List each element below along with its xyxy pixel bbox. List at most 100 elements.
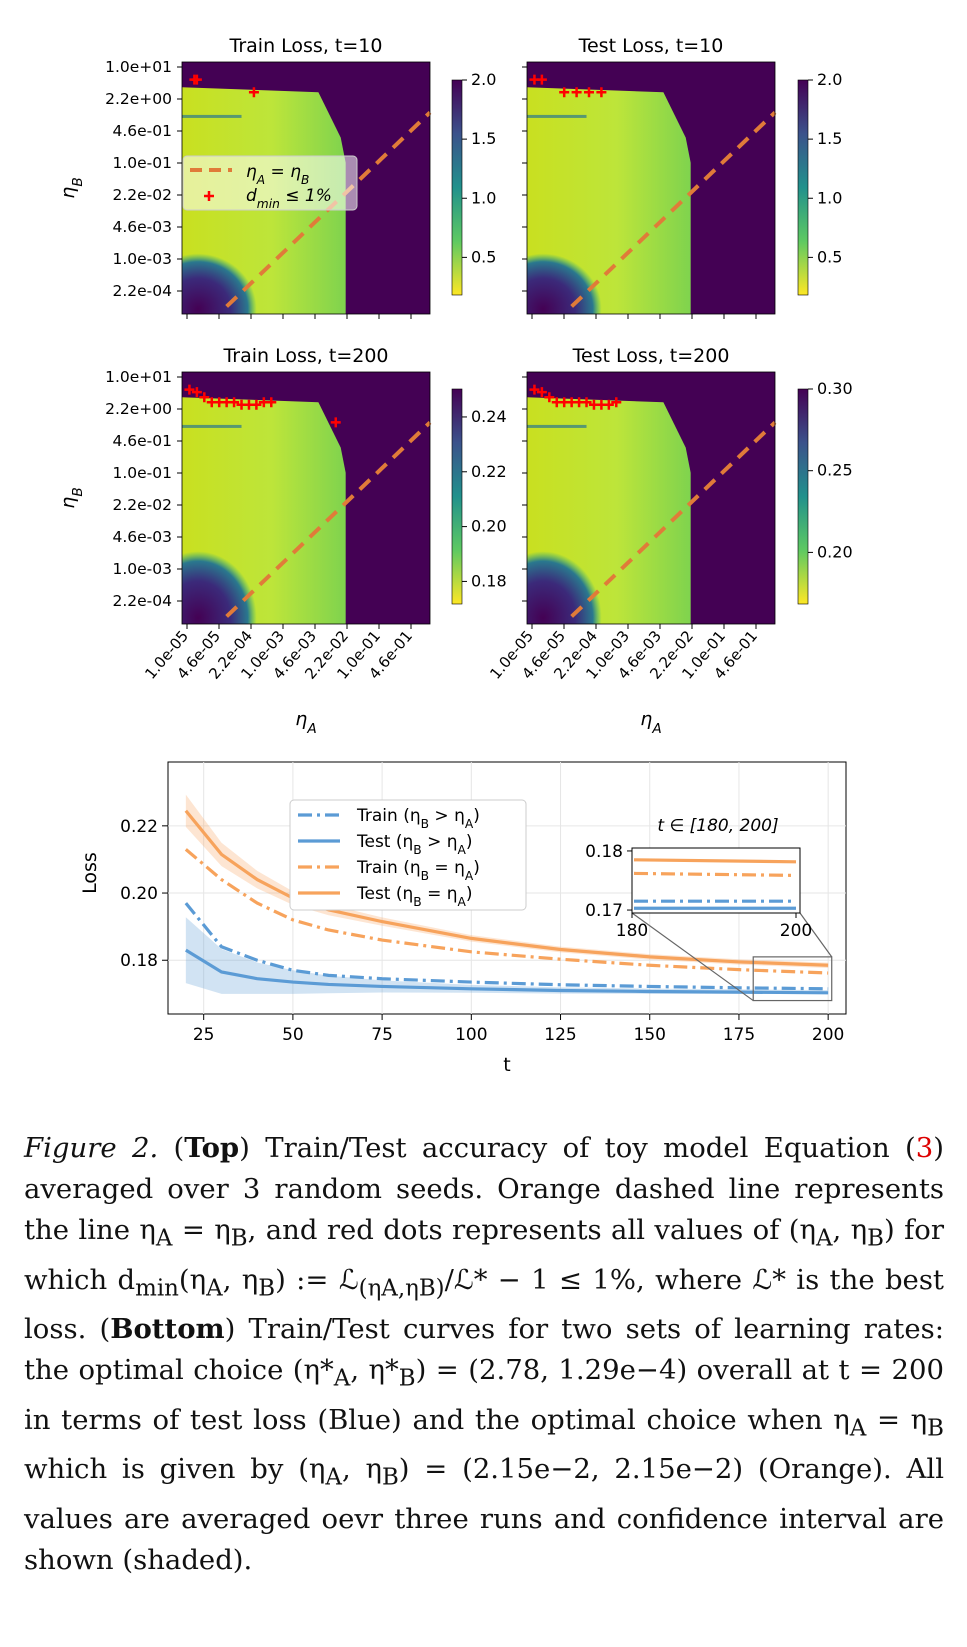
figure-canvas: Train Loss, t=10 1.0e+01 2.2e+00 4.6e-01 1.0…: [57, 35, 853, 1076]
diagonal-line: [570, 420, 777, 618]
legend-label-marker: dmin ≤ 1%: [246, 186, 332, 211]
y-tick-label: 2.2e-02: [112, 496, 172, 514]
optimal-marker: [266, 397, 277, 408]
x-axis-label: ηA: [295, 708, 316, 737]
caption-label: Figure 2.: [24, 1132, 159, 1164]
inset-x-tick-label: 200: [780, 921, 812, 941]
optimal-marker: [571, 87, 582, 98]
equation-link[interactable]: 3: [915, 1132, 934, 1164]
y-tick-label: 1.0e-03: [112, 560, 172, 578]
high-loss-blob: [527, 502, 634, 624]
legend-label: Train (ηB > ηA): [356, 806, 480, 831]
optimal-marker: [603, 399, 614, 410]
y-tick-label: 0.20: [120, 884, 158, 904]
diagonal-line: [570, 110, 777, 308]
panel-frame: [181, 61, 431, 315]
optimal-marker: [248, 87, 259, 98]
x-tick-label: 25: [193, 1025, 215, 1045]
x-axis-label: t: [503, 1054, 510, 1076]
y-tick-label: 1.0e-03: [112, 250, 172, 268]
high-loss-blob: [182, 213, 289, 314]
heatmap-panel-1: Train Loss, t=10 1.0e+01 2.2e+00 4.6e-01 1.0…: [57, 35, 496, 319]
optimal-marker: [191, 74, 202, 85]
band-line: [527, 114, 587, 118]
series-line: [185, 948, 829, 995]
zoom-region: [752, 956, 833, 1002]
legend-label: Train (ηB = ηA): [356, 858, 480, 883]
optimal-marker: [536, 387, 547, 398]
optimal-marker: [581, 397, 592, 408]
y-tick-label: 1.0e-01: [112, 154, 172, 172]
band-line: [182, 424, 242, 428]
y-tick-label: 2.2e+00: [105, 90, 172, 108]
x-tick-label: 175: [723, 1025, 755, 1045]
colorbar-tick-label: 1.5: [471, 129, 496, 148]
y-tick-label: 4.6e-03: [112, 218, 172, 236]
heatmap-panel-2: Test Loss, t=10 2.0 1.5 1.0 0.5: [522, 35, 842, 319]
colorbar-tick-label: 2.0: [817, 70, 842, 89]
panel-frame: [526, 371, 776, 625]
optimal-marker: [559, 87, 570, 98]
colorbar-tick-label: 0.5: [817, 247, 842, 266]
colorbar: [451, 388, 463, 605]
high-loss-blob: [527, 213, 634, 314]
y-tick-label: 1.0e+01: [105, 368, 172, 386]
y-tick-label: 2.2e-02: [112, 186, 172, 204]
x-tick-label: 200: [812, 1025, 844, 1045]
optimal-marker: [584, 87, 594, 98]
panel-title: Train Loss, t=200: [222, 345, 388, 367]
figure-caption: Figure 2. (Top) Train/Test accuracy of t…: [24, 1132, 945, 1576]
legend-marker: [204, 191, 214, 201]
colorbar: [797, 388, 809, 605]
y-axis-label: ηB: [57, 487, 86, 508]
chart-legend: Train (ηB > ηA)Test (ηB > ηA)Train (ηB =…: [289, 799, 527, 911]
colorbar-tick-label: 0.20: [817, 542, 853, 561]
y-tick-label: 4.6e-01: [112, 432, 172, 450]
y-tick-label: 2.2e-04: [112, 282, 172, 300]
heatmap-panel-4: Test Loss, t=2000.300.250.201.0e-054.6e-…: [486, 345, 852, 737]
optimal-marker: [536, 74, 547, 85]
optimal-marker: [596, 87, 607, 98]
x-tick-label: 75: [371, 1025, 393, 1045]
panel-title: Test Loss, t=10: [578, 35, 724, 57]
y-axis-label: ηB: [57, 177, 86, 198]
zoom-connector: [631, 912, 754, 1002]
colorbar-tick-label: 0.5: [471, 247, 496, 266]
legend-label-diag: ηA = ηB: [246, 162, 309, 187]
colorbar: [797, 79, 809, 296]
colorbar-tick-label: 1.0: [471, 188, 496, 207]
colorbar-tick-label: 0.22: [471, 462, 507, 481]
optimal-marker: [330, 417, 341, 428]
legend-label: Test (ηB > ηA): [356, 832, 473, 857]
panel-frame: [526, 61, 776, 315]
series-line: [184, 848, 829, 975]
series-line: [184, 809, 829, 967]
optimal-marker: [184, 384, 195, 395]
optimal-marker: [529, 384, 540, 395]
band-line: [527, 424, 587, 428]
panel-title: Test Loss, t=200: [572, 345, 730, 367]
inset-plot: [631, 847, 801, 914]
inset-series-line: [633, 858, 797, 864]
colorbar-tick-label: 0.30: [817, 379, 853, 398]
y-tick-label: 0.22: [120, 817, 158, 837]
optimal-marker: [199, 392, 210, 403]
y-tick-label: 1.0e-01: [112, 464, 172, 482]
y-tick-label: 2.2e-04: [112, 592, 172, 610]
inset-series-line: [633, 871, 797, 878]
y-tick-label: 4.6e-03: [112, 528, 172, 546]
colorbar-tick-label: 1.0: [817, 188, 842, 207]
legend-box: [182, 155, 358, 211]
y-tick-label: 1.0e+01: [105, 58, 172, 76]
colorbar-tick-label: 0.24: [471, 407, 507, 426]
inset-x-tick-label: 180: [616, 921, 648, 941]
x-tick-label: 125: [544, 1025, 576, 1045]
heatmap-panel-3: Train Loss, t=200 1.0e+01 2.2e+00 4.6e-01 1.…: [57, 345, 507, 737]
legend-box: [289, 799, 527, 911]
x-tick-label: 100: [455, 1025, 487, 1045]
optimal-marker: [611, 397, 622, 408]
confidence-band: [185, 917, 829, 994]
colorbar-tick-label: 0.25: [817, 461, 853, 480]
panel-title: Train Loss, t=10: [229, 35, 383, 57]
